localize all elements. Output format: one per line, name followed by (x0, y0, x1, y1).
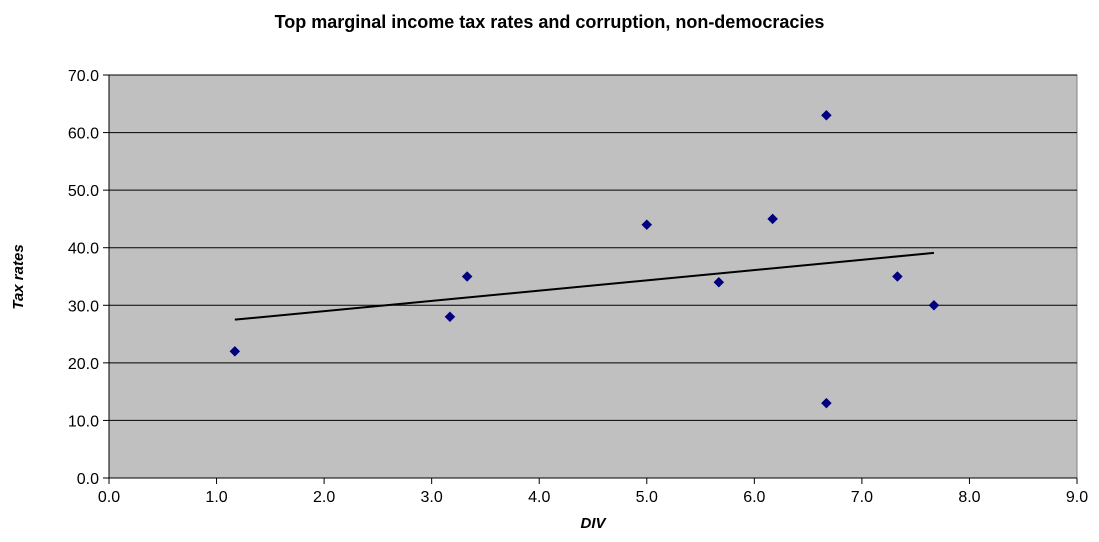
data-point (444, 311, 456, 323)
y-tick-label: 50.0 (68, 183, 99, 200)
data-point (821, 397, 832, 409)
data-point (713, 276, 725, 288)
data-point (229, 345, 241, 357)
y-tick-label: 30.0 (68, 298, 99, 315)
data-point (821, 109, 832, 121)
x-tick-label: 3.0 (421, 489, 443, 506)
plot-area (108, 74, 1078, 479)
data-point (892, 271, 903, 282)
trendline-group (234, 251, 935, 321)
x-tick-label: 7.0 (851, 489, 873, 506)
y-axis-label: Tax rates (10, 244, 27, 309)
x-tick-label: 6.0 (743, 489, 765, 506)
x-tick-label: 5.0 (636, 489, 658, 506)
y-tick-label: 40.0 (68, 241, 99, 258)
y-tick-label: 70.0 (68, 68, 99, 85)
x-tick-label: 0.0 (98, 489, 120, 506)
x-tick-label: 8.0 (958, 489, 980, 506)
x-axis-ticks: 0.0 1.0 2.0 3.0 4.0 5.0 6.0 7.0 8.0 9.0 (98, 478, 1088, 506)
y-axis-ticks: 0.0 10.0 20.0 30.0 40.0 50.0 60.0 70.0 (68, 68, 109, 488)
x-tick-label: 1.0 (205, 489, 227, 506)
x-tick-label: 9.0 (1066, 489, 1088, 506)
data-point (767, 213, 778, 225)
y-tick-label: 60.0 (68, 126, 99, 143)
chart-title: Top marginal income tax rates and corrup… (274, 12, 825, 32)
data-points (229, 109, 940, 409)
x-axis-label: DIV (580, 515, 607, 532)
data-point (928, 299, 940, 311)
data-point (461, 271, 473, 282)
x-tick-label: 4.0 (528, 489, 550, 506)
data-point (641, 219, 653, 231)
trendline (234, 251, 935, 321)
x-tick-label: 2.0 (313, 489, 335, 506)
y-tick-label: 20.0 (68, 356, 99, 373)
gridlines (109, 74, 1077, 421)
y-tick-label: 10.0 (68, 413, 99, 430)
y-tick-label: 0.0 (77, 471, 99, 488)
